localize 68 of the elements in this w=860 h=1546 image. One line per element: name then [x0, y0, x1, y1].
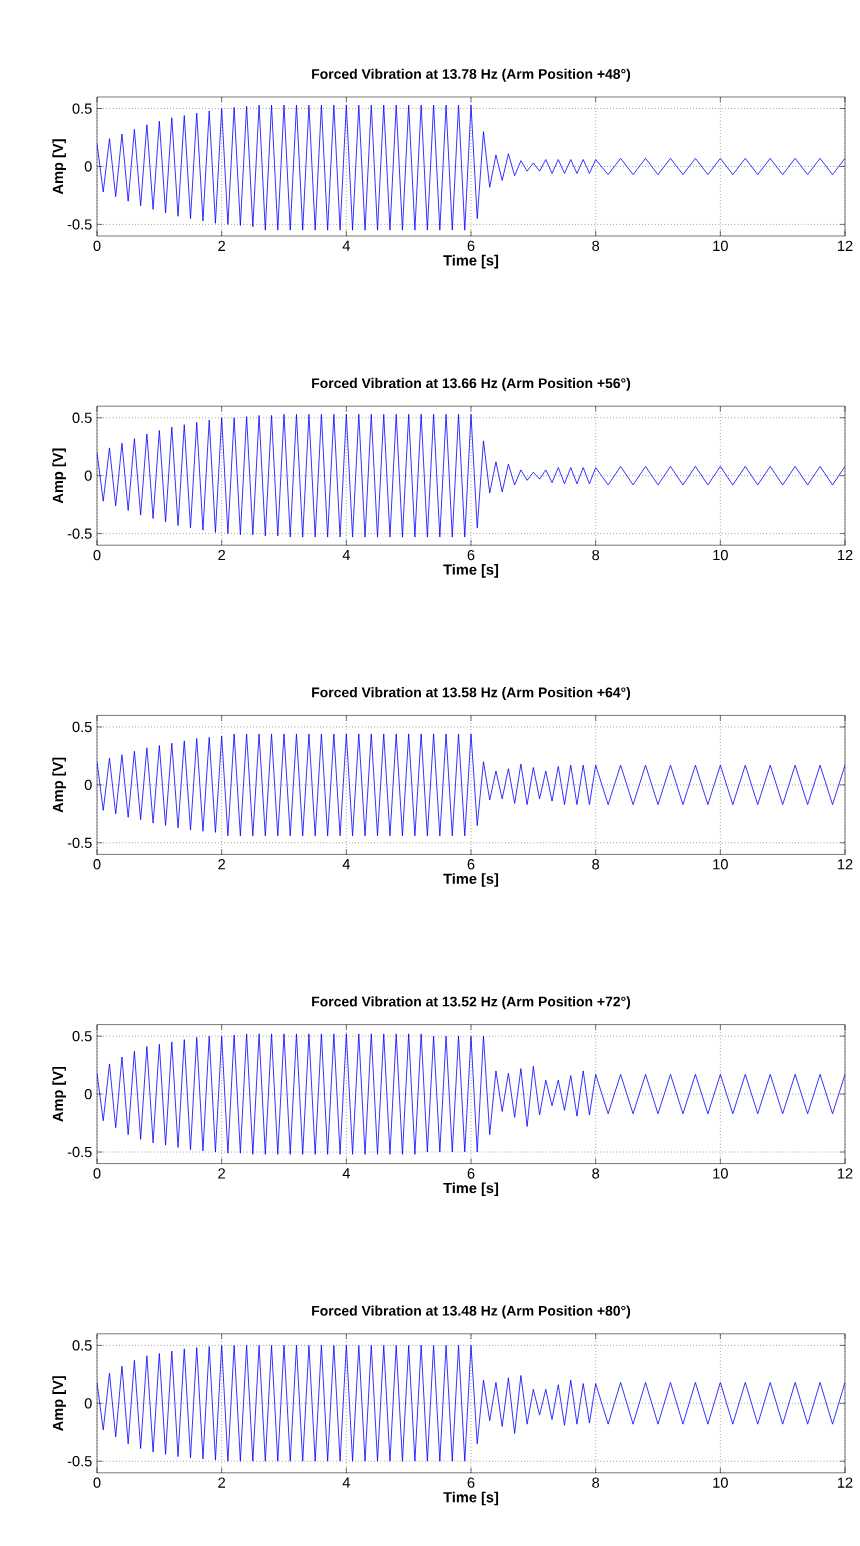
x-tick-label: 0	[93, 549, 101, 561]
x-tick-label: 6	[467, 549, 475, 561]
x-tick-label: 8	[592, 1168, 600, 1179]
chart-title: Forced Vibration at 13.52 Hz (Arm Position +72°)	[312, 996, 631, 1010]
x-tick-label: 4	[342, 549, 350, 560]
x-axis-title: Time [s]	[443, 1491, 499, 1506]
x-tick-label: 6	[467, 1168, 475, 1179]
y-tick-label: -0.5	[67, 528, 92, 539]
y-tick-label: 0	[84, 161, 92, 172]
chart-title: Forced Vibration at 13.78 Hz (Arm Position +48°)	[312, 68, 631, 82]
y-axis-title: Amp [V]	[52, 1376, 66, 1431]
x-axis-title: Time [s]	[443, 873, 499, 887]
x-tick-label: 12	[837, 549, 853, 561]
x-tick-label: 0	[93, 1477, 101, 1488]
y-tick-label: 0	[84, 1088, 92, 1100]
x-tick-label: 2	[218, 1477, 225, 1488]
x-axis-title: Time [s]	[443, 1182, 499, 1197]
x-tick-label: 2	[218, 1168, 225, 1179]
x-axis-title: Time [s]	[443, 564, 499, 578]
x-tick-label: 4	[342, 1477, 350, 1488]
y-tick-label: -0.5	[67, 1146, 92, 1158]
chart-title: Forced Vibration at 13.66 Hz (Arm Position +56°)	[312, 377, 631, 391]
x-tick-label: 6	[467, 859, 475, 870]
x-tick-label: 8	[592, 549, 600, 561]
y-tick-label: 0.5	[72, 412, 92, 423]
line-series	[97, 733, 846, 837]
y-tick-label: 0.5	[72, 1031, 92, 1042]
x-tick-label: 10	[713, 549, 728, 561]
y-tick-label: 0	[84, 1398, 92, 1409]
x-tick-label: 8	[592, 859, 600, 870]
x-tick-label: 0	[93, 859, 101, 870]
x-tick-label: 12	[837, 240, 853, 251]
y-axis-title: Amp [V]	[52, 139, 66, 195]
y-axis-title: Amp [V]	[52, 1066, 66, 1122]
x-tick-label: 12	[837, 1168, 853, 1179]
x-tick-label: 2	[218, 859, 225, 870]
y-tick-label: 0.5	[72, 721, 92, 733]
x-tick-label: 4	[342, 240, 350, 251]
x-tick-label: 8	[592, 240, 600, 252]
x-tick-label: 10	[713, 1477, 728, 1488]
x-tick-label: 12	[837, 859, 853, 870]
x-axis-title: Time [s]	[443, 254, 499, 269]
line-series	[97, 413, 846, 538]
x-tick-label: 2	[218, 549, 225, 561]
x-tick-label: 10	[713, 859, 728, 870]
x-tick-label: 6	[467, 240, 475, 252]
y-tick-label: 0.5	[72, 103, 92, 114]
x-tick-label: 4	[342, 1168, 350, 1179]
x-tick-label: 12	[837, 1477, 853, 1488]
y-axis-title: Amp [V]	[52, 757, 66, 813]
x-tick-label: 6	[467, 1477, 475, 1488]
chart-title: Forced Vibration at 13.58 Hz (Arm Position +64°)	[312, 687, 631, 701]
y-tick-label: 0	[84, 470, 92, 481]
y-tick-label: -0.5	[67, 219, 92, 230]
x-tick-label: 2	[218, 240, 225, 251]
x-tick-label: 0	[93, 240, 101, 252]
x-tick-label: 10	[713, 240, 728, 252]
x-tick-label: 10	[713, 1168, 728, 1179]
line-series	[97, 104, 846, 231]
x-tick-label: 0	[93, 1168, 101, 1179]
y-tick-label: -0.5	[67, 837, 92, 848]
x-tick-label: 4	[342, 859, 350, 870]
y-tick-label: 0	[84, 779, 92, 791]
y-tick-label: 0.5	[72, 1340, 92, 1351]
x-tick-label: 8	[592, 1477, 600, 1488]
y-tick-label: -0.5	[67, 1456, 92, 1467]
chart-title: Forced Vibration at 13.48 Hz (Arm Position +80°)	[312, 1305, 631, 1319]
y-axis-title: Amp [V]	[52, 448, 66, 504]
